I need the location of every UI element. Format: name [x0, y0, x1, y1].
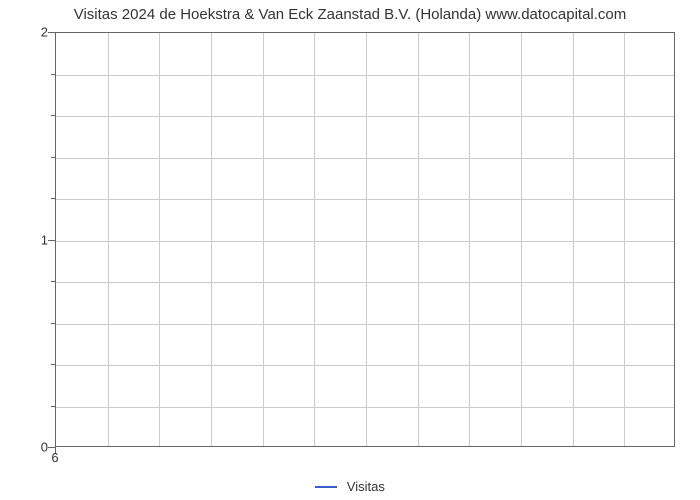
hgrid-line: [56, 116, 674, 117]
hgrid-line: [56, 199, 674, 200]
ytick-minor-mark: [51, 157, 55, 158]
hgrid-line: [56, 75, 674, 76]
chart-title: Visitas 2024 de Hoekstra & Van Eck Zaans…: [0, 6, 700, 23]
vgrid-line: [159, 33, 160, 446]
ytick-minor-mark: [51, 198, 55, 199]
legend-line-icon: [315, 486, 337, 488]
vgrid-line: [469, 33, 470, 446]
vgrid-line: [418, 33, 419, 446]
legend-label: Visitas: [347, 479, 385, 494]
vgrid-line: [624, 33, 625, 446]
ytick-minor-mark: [51, 406, 55, 407]
vgrid-line: [314, 33, 315, 446]
vgrid-line: [366, 33, 367, 446]
hgrid-line: [56, 158, 674, 159]
hgrid-line: [56, 282, 674, 283]
ytick-major-mark: [48, 32, 55, 33]
vgrid-line: [108, 33, 109, 446]
legend: Visitas: [0, 478, 700, 494]
vgrid-line: [211, 33, 212, 446]
vgrid-line: [263, 33, 264, 446]
ytick-minor-mark: [51, 115, 55, 116]
ytick-major-mark: [48, 240, 55, 241]
ytick-major-mark: [48, 447, 55, 448]
plot-area: [55, 32, 675, 447]
ytick-label: 1: [8, 232, 48, 247]
hgrid-line: [56, 365, 674, 366]
ytick-minor-mark: [51, 281, 55, 282]
ytick-minor-mark: [51, 74, 55, 75]
hgrid-line: [56, 241, 674, 242]
hgrid-line: [56, 407, 674, 408]
hgrid-line: [56, 324, 674, 325]
chart-container: Visitas 2024 de Hoekstra & Van Eck Zaans…: [0, 0, 700, 500]
vgrid-line: [573, 33, 574, 446]
ytick-label: 0: [8, 440, 48, 455]
xtick-label: 6: [51, 450, 58, 465]
ytick-minor-mark: [51, 364, 55, 365]
ytick-minor-mark: [51, 323, 55, 324]
vgrid-line: [521, 33, 522, 446]
ytick-label: 2: [8, 25, 48, 40]
